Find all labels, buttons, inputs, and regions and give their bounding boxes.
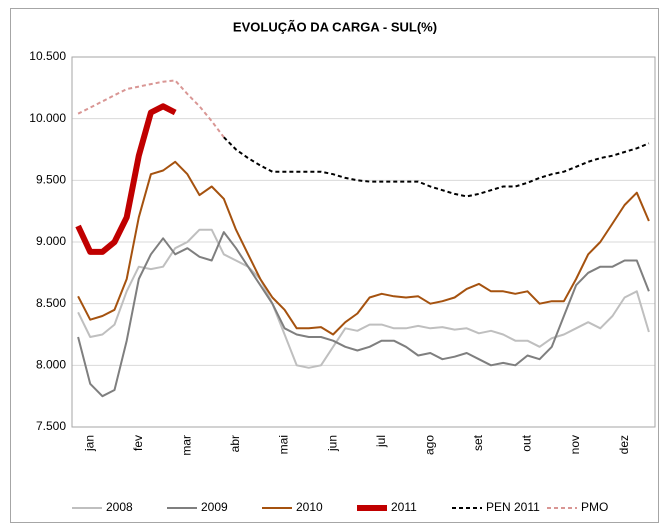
- x-tick-label: set: [471, 434, 485, 451]
- x-tick-label: mai: [277, 435, 291, 454]
- x-tick-label: fev: [131, 435, 145, 451]
- legend-label: 2008: [106, 500, 133, 514]
- y-tick-label: 8.000: [36, 358, 66, 372]
- y-tick-label: 9.500: [36, 173, 66, 187]
- series-line: [77, 160, 650, 336]
- y-tick-label: 10.500: [29, 49, 66, 63]
- chart-title: EVOLUÇÃO DA CARGA - SUL(%): [233, 19, 437, 34]
- series-line: [77, 79, 225, 138]
- y-tick-label: 10.000: [29, 111, 66, 125]
- series-line: [75, 103, 177, 255]
- legend-label: PMO: [581, 500, 608, 514]
- plot-frame: [71, 56, 656, 428]
- legend-label: 2010: [296, 500, 323, 514]
- y-tick-label: 8.500: [36, 296, 66, 310]
- legend-label: 2009: [201, 500, 228, 514]
- x-tick-label: jan: [82, 435, 96, 452]
- x-tick-label: jul: [374, 435, 388, 448]
- y-tick-label: 7.500: [36, 419, 66, 433]
- x-tick-label: abr: [228, 435, 242, 452]
- x-tick-label: jun: [325, 435, 339, 452]
- series-line: [223, 136, 650, 198]
- legend-label: PEN 2011: [486, 500, 540, 514]
- x-tick-label: ago: [422, 435, 436, 455]
- series-line: [77, 231, 650, 398]
- y-tick-label: 9.000: [36, 234, 66, 248]
- x-tick-label: mar: [180, 435, 194, 456]
- legend-label: 2011: [391, 500, 417, 514]
- x-tick-label: dez: [617, 435, 631, 454]
- x-tick-label: out: [520, 434, 534, 451]
- x-tick-label: nov: [568, 435, 582, 454]
